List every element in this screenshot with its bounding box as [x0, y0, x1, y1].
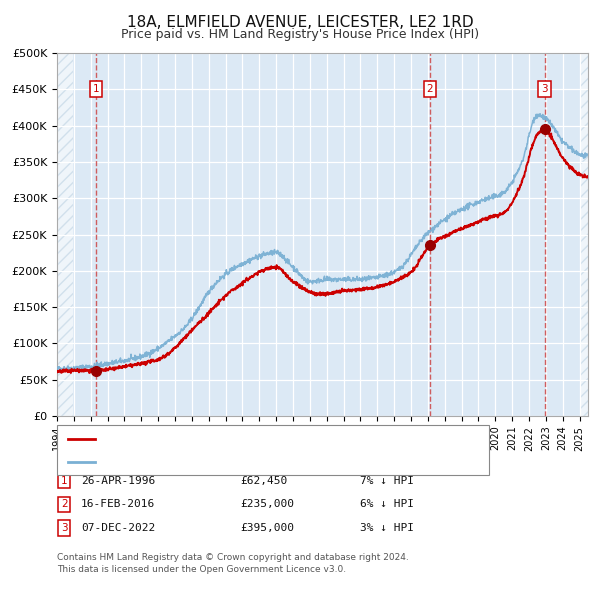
Text: 18A, ELMFIELD AVENUE, LEICESTER, LE2 1RD: 18A, ELMFIELD AVENUE, LEICESTER, LE2 1RD	[127, 15, 473, 30]
Text: £235,000: £235,000	[240, 500, 294, 509]
Text: 2: 2	[427, 84, 433, 94]
Text: £62,450: £62,450	[240, 476, 287, 486]
Text: 6% ↓ HPI: 6% ↓ HPI	[360, 500, 414, 509]
Text: 2: 2	[61, 500, 68, 509]
Text: Contains HM Land Registry data © Crown copyright and database right 2024.
This d: Contains HM Land Registry data © Crown c…	[57, 553, 409, 574]
Text: 7% ↓ HPI: 7% ↓ HPI	[360, 476, 414, 486]
Text: 3: 3	[541, 84, 548, 94]
Text: 3: 3	[61, 523, 68, 533]
Text: 1: 1	[61, 476, 68, 486]
Text: £395,000: £395,000	[240, 523, 294, 533]
Text: 3% ↓ HPI: 3% ↓ HPI	[360, 523, 414, 533]
Text: 16-FEB-2016: 16-FEB-2016	[81, 500, 155, 509]
Text: 26-APR-1996: 26-APR-1996	[81, 476, 155, 486]
Text: Price paid vs. HM Land Registry's House Price Index (HPI): Price paid vs. HM Land Registry's House …	[121, 28, 479, 41]
Text: HPI: Average price, detached house, Leicester: HPI: Average price, detached house, Leic…	[99, 457, 340, 467]
Text: 07-DEC-2022: 07-DEC-2022	[81, 523, 155, 533]
Text: 1: 1	[93, 84, 100, 94]
Text: 18A, ELMFIELD AVENUE, LEICESTER, LE2 1RD (detached house): 18A, ELMFIELD AVENUE, LEICESTER, LE2 1RD…	[99, 434, 429, 444]
